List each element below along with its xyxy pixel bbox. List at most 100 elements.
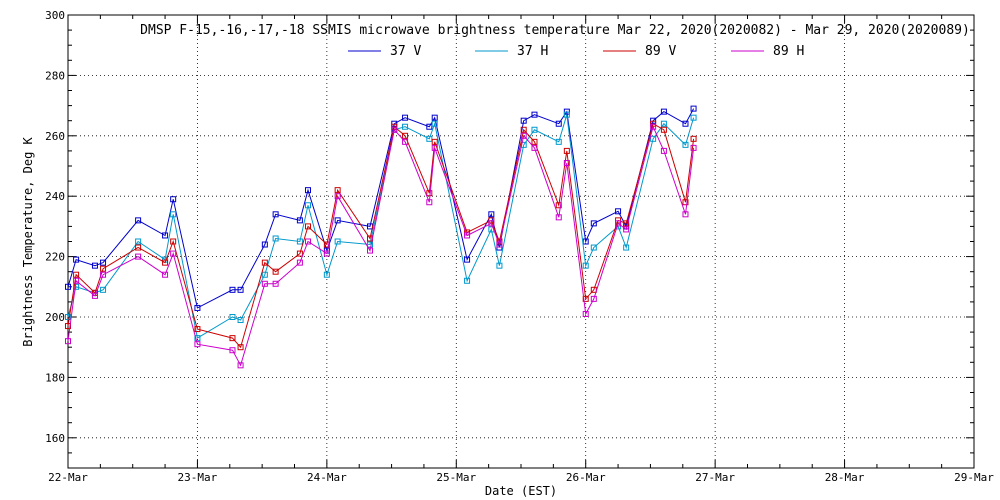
- series-89-v: [65, 120, 697, 351]
- x-tick-label: 25-Mar: [436, 471, 476, 484]
- data-point: [272, 280, 279, 287]
- x-tick-label: 27-Mar: [695, 471, 735, 484]
- data-point: [660, 126, 667, 133]
- x-axis-title: Date (EST): [485, 484, 557, 498]
- y-tick-label: 160: [45, 432, 65, 445]
- data-point: [431, 144, 438, 151]
- data-point: [615, 208, 622, 215]
- data-point: [615, 220, 622, 227]
- data-point: [431, 120, 438, 127]
- y-tick-label: 200: [45, 311, 65, 324]
- series-line: [67, 108, 695, 309]
- series-line: [67, 114, 695, 339]
- data-point: [555, 138, 562, 145]
- data-point: [135, 244, 142, 251]
- data-point: [296, 250, 303, 257]
- data-point: [334, 193, 341, 200]
- data-point: [304, 238, 311, 245]
- data-point: [100, 265, 107, 272]
- data-point: [520, 132, 527, 139]
- data-point: [323, 271, 330, 278]
- data-point: [296, 238, 303, 245]
- data-point: [100, 271, 107, 278]
- data-point: [65, 283, 71, 290]
- x-tick-label: 22-Mar: [48, 471, 88, 484]
- data-point: [623, 220, 630, 227]
- data-point: [334, 238, 341, 245]
- data-point: [426, 123, 433, 130]
- data-point: [660, 120, 667, 127]
- data-point: [296, 259, 303, 266]
- data-point: [488, 211, 495, 218]
- data-point: [690, 135, 697, 142]
- data-point: [690, 114, 697, 121]
- data-point: [402, 138, 409, 145]
- data-point: [431, 138, 438, 145]
- legend-label: 37 H: [517, 44, 548, 59]
- x-tick-label: 29-Mar: [954, 471, 994, 484]
- data-point: [563, 111, 570, 118]
- data-point: [65, 314, 71, 320]
- data-point: [135, 253, 142, 260]
- y-tick-label: 180: [45, 371, 65, 384]
- data-point: [304, 223, 311, 230]
- data-point: [650, 135, 657, 142]
- chart-title: DMSP F-15,-16,-17,-18 SSMIS microwave br…: [140, 23, 970, 38]
- data-point: [623, 226, 630, 233]
- data-point: [582, 310, 589, 317]
- y-tick-label: 280: [45, 69, 65, 82]
- y-tick-label: 260: [45, 130, 65, 143]
- data-point: [682, 141, 689, 148]
- data-point: [237, 344, 244, 351]
- data-point: [391, 126, 398, 133]
- data-point: [367, 247, 373, 254]
- data-point: [563, 108, 570, 115]
- data-point: [682, 199, 689, 206]
- data-point: [367, 241, 373, 248]
- data-point: [65, 338, 71, 345]
- data-point: [162, 259, 169, 266]
- data-point: [194, 326, 201, 333]
- data-point: [426, 199, 433, 206]
- grid-lines: [68, 15, 974, 468]
- data-point: [194, 335, 201, 342]
- x-tick-label: 28-Mar: [825, 471, 865, 484]
- data-point: [555, 120, 562, 127]
- x-tick-label: 23-Mar: [178, 471, 218, 484]
- series-37-v: [65, 105, 697, 311]
- data-point: [682, 120, 689, 127]
- data-point: [623, 244, 630, 251]
- legend-label: 89 V: [645, 44, 676, 59]
- data-point: [555, 202, 562, 209]
- data-point: [682, 211, 689, 218]
- data-point: [237, 317, 244, 324]
- data-point: [464, 232, 471, 239]
- series-lines: [65, 105, 697, 369]
- data-point: [170, 238, 177, 245]
- data-point: [237, 286, 244, 293]
- data-point: [272, 235, 279, 242]
- data-point: [73, 271, 80, 278]
- data-point: [464, 256, 471, 263]
- data-point: [73, 256, 80, 263]
- data-point: [162, 271, 169, 278]
- data-point: [272, 268, 279, 275]
- legend-label: 89 H: [773, 44, 804, 59]
- y-tick-label: 240: [45, 190, 65, 203]
- data-point: [261, 259, 268, 266]
- data-point: [261, 241, 268, 248]
- data-point: [563, 147, 570, 154]
- data-point: [402, 132, 409, 139]
- data-point: [170, 211, 177, 218]
- data-point: [590, 220, 597, 227]
- series-37-h: [65, 111, 697, 342]
- data-point: [334, 217, 341, 224]
- data-point: [272, 211, 279, 218]
- data-point: [304, 187, 311, 194]
- data-point: [261, 280, 268, 287]
- series-line: [67, 125, 695, 367]
- plot-frame: [67, 14, 975, 469]
- data-point: [135, 217, 142, 224]
- data-point: [690, 144, 697, 151]
